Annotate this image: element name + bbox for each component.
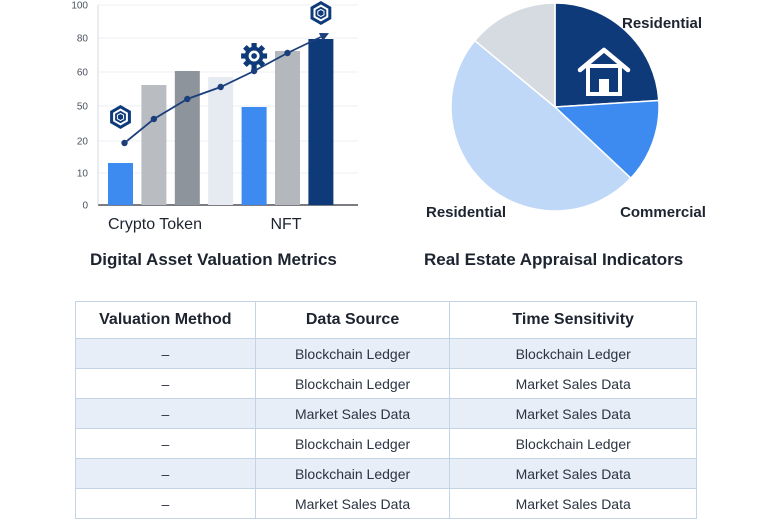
table-cell: Market Sales Data bbox=[449, 398, 697, 429]
y-tick-label: 80 bbox=[77, 34, 89, 45]
table-cell: – bbox=[75, 488, 256, 519]
pie-slice bbox=[450, 39, 632, 212]
trend-point bbox=[184, 95, 191, 103]
bar bbox=[241, 107, 267, 205]
trend-point bbox=[284, 49, 291, 57]
y-tick-label: 20 bbox=[77, 137, 89, 148]
trend-point bbox=[217, 83, 224, 91]
table-row: – Blockchain Ledger Market Sales Data bbox=[75, 368, 697, 399]
table-row: – Market Sales Data Market Sales Data bbox=[75, 488, 697, 519]
pie-label: Residential bbox=[622, 15, 702, 32]
bar bbox=[208, 77, 234, 205]
trend-point bbox=[150, 115, 158, 123]
house-icon bbox=[577, 47, 631, 96]
table-cell: Market Sales Data bbox=[449, 368, 697, 399]
pie-label: Commercial bbox=[620, 204, 706, 221]
table-cell: Blockchain Ledger bbox=[449, 428, 697, 459]
bar bbox=[275, 51, 300, 205]
bar bbox=[308, 39, 334, 205]
table-row: – Market Sales Data Market Sales Data bbox=[75, 398, 697, 429]
y-tick-label: 0 bbox=[82, 201, 88, 212]
x-tick-label: Crypto Token bbox=[108, 216, 202, 233]
header-time-sensitivity: Time Sensitivity bbox=[449, 301, 697, 339]
hexagon-token-icon bbox=[110, 105, 131, 129]
table-cell: Blockchain Ledger bbox=[254, 458, 451, 489]
y-tick-label: 50 bbox=[77, 102, 89, 113]
table-cell: Market Sales Data bbox=[449, 458, 697, 489]
bar-chart: 0 10 20 50 60 80 100 Crypto Token NFT bbox=[71, 1, 358, 233]
gear-icon bbox=[241, 43, 268, 69]
table-cell: – bbox=[75, 338, 256, 369]
y-tick-label: 100 bbox=[71, 1, 88, 12]
table-cell: Market Sales Data bbox=[449, 488, 697, 519]
bar bbox=[141, 85, 167, 205]
y-tick-label: 10 bbox=[77, 169, 89, 180]
table-cell: Blockchain Ledger bbox=[254, 338, 451, 369]
trend-point bbox=[121, 139, 128, 147]
trend-arrowhead bbox=[318, 32, 330, 42]
table-cell: Blockchain Ledger bbox=[254, 368, 451, 399]
pie-slice bbox=[553, 99, 660, 180]
bar-chart-title: Digital Asset Valuation Metrics bbox=[90, 250, 337, 269]
table-cell: Market Sales Data bbox=[254, 398, 451, 429]
table-cell: – bbox=[75, 428, 256, 459]
pie-label: Residential bbox=[426, 204, 506, 221]
table-cell: Blockchain Ledger bbox=[449, 338, 697, 369]
pie-chart: Residential Commercial Residential bbox=[426, 2, 706, 221]
table-header-row: Valuation Method Data Source Time Sensit… bbox=[75, 301, 697, 339]
pie-chart-title: Real Estate Appraisal Indicators bbox=[424, 250, 684, 269]
y-tick-label: 60 bbox=[77, 68, 89, 79]
hexagon-token-icon bbox=[310, 1, 332, 25]
table-cell: – bbox=[75, 368, 256, 399]
table-row: – Blockchain Ledger Market Sales Data bbox=[75, 458, 697, 489]
header-data-source: Data Source bbox=[254, 301, 451, 339]
table-cell: – bbox=[75, 458, 256, 489]
pie-slice bbox=[473, 2, 556, 109]
table-row: – Blockchain Ledger Blockchain Ledger bbox=[75, 338, 697, 369]
table-cell: Blockchain Ledger bbox=[254, 428, 451, 459]
header-valuation-method: Valuation Method bbox=[75, 301, 256, 339]
bar bbox=[174, 71, 200, 205]
table-cell: – bbox=[75, 398, 256, 429]
table-row: – Blockchain Ledger Blockchain Ledger bbox=[75, 428, 697, 459]
table-cell: Market Sales Data bbox=[254, 488, 451, 519]
valuation-table: Valuation Method Data Source Time Sensit… bbox=[75, 301, 697, 519]
x-tick-label: NFT bbox=[270, 216, 301, 233]
bar bbox=[108, 163, 133, 205]
trend-point bbox=[250, 67, 258, 75]
